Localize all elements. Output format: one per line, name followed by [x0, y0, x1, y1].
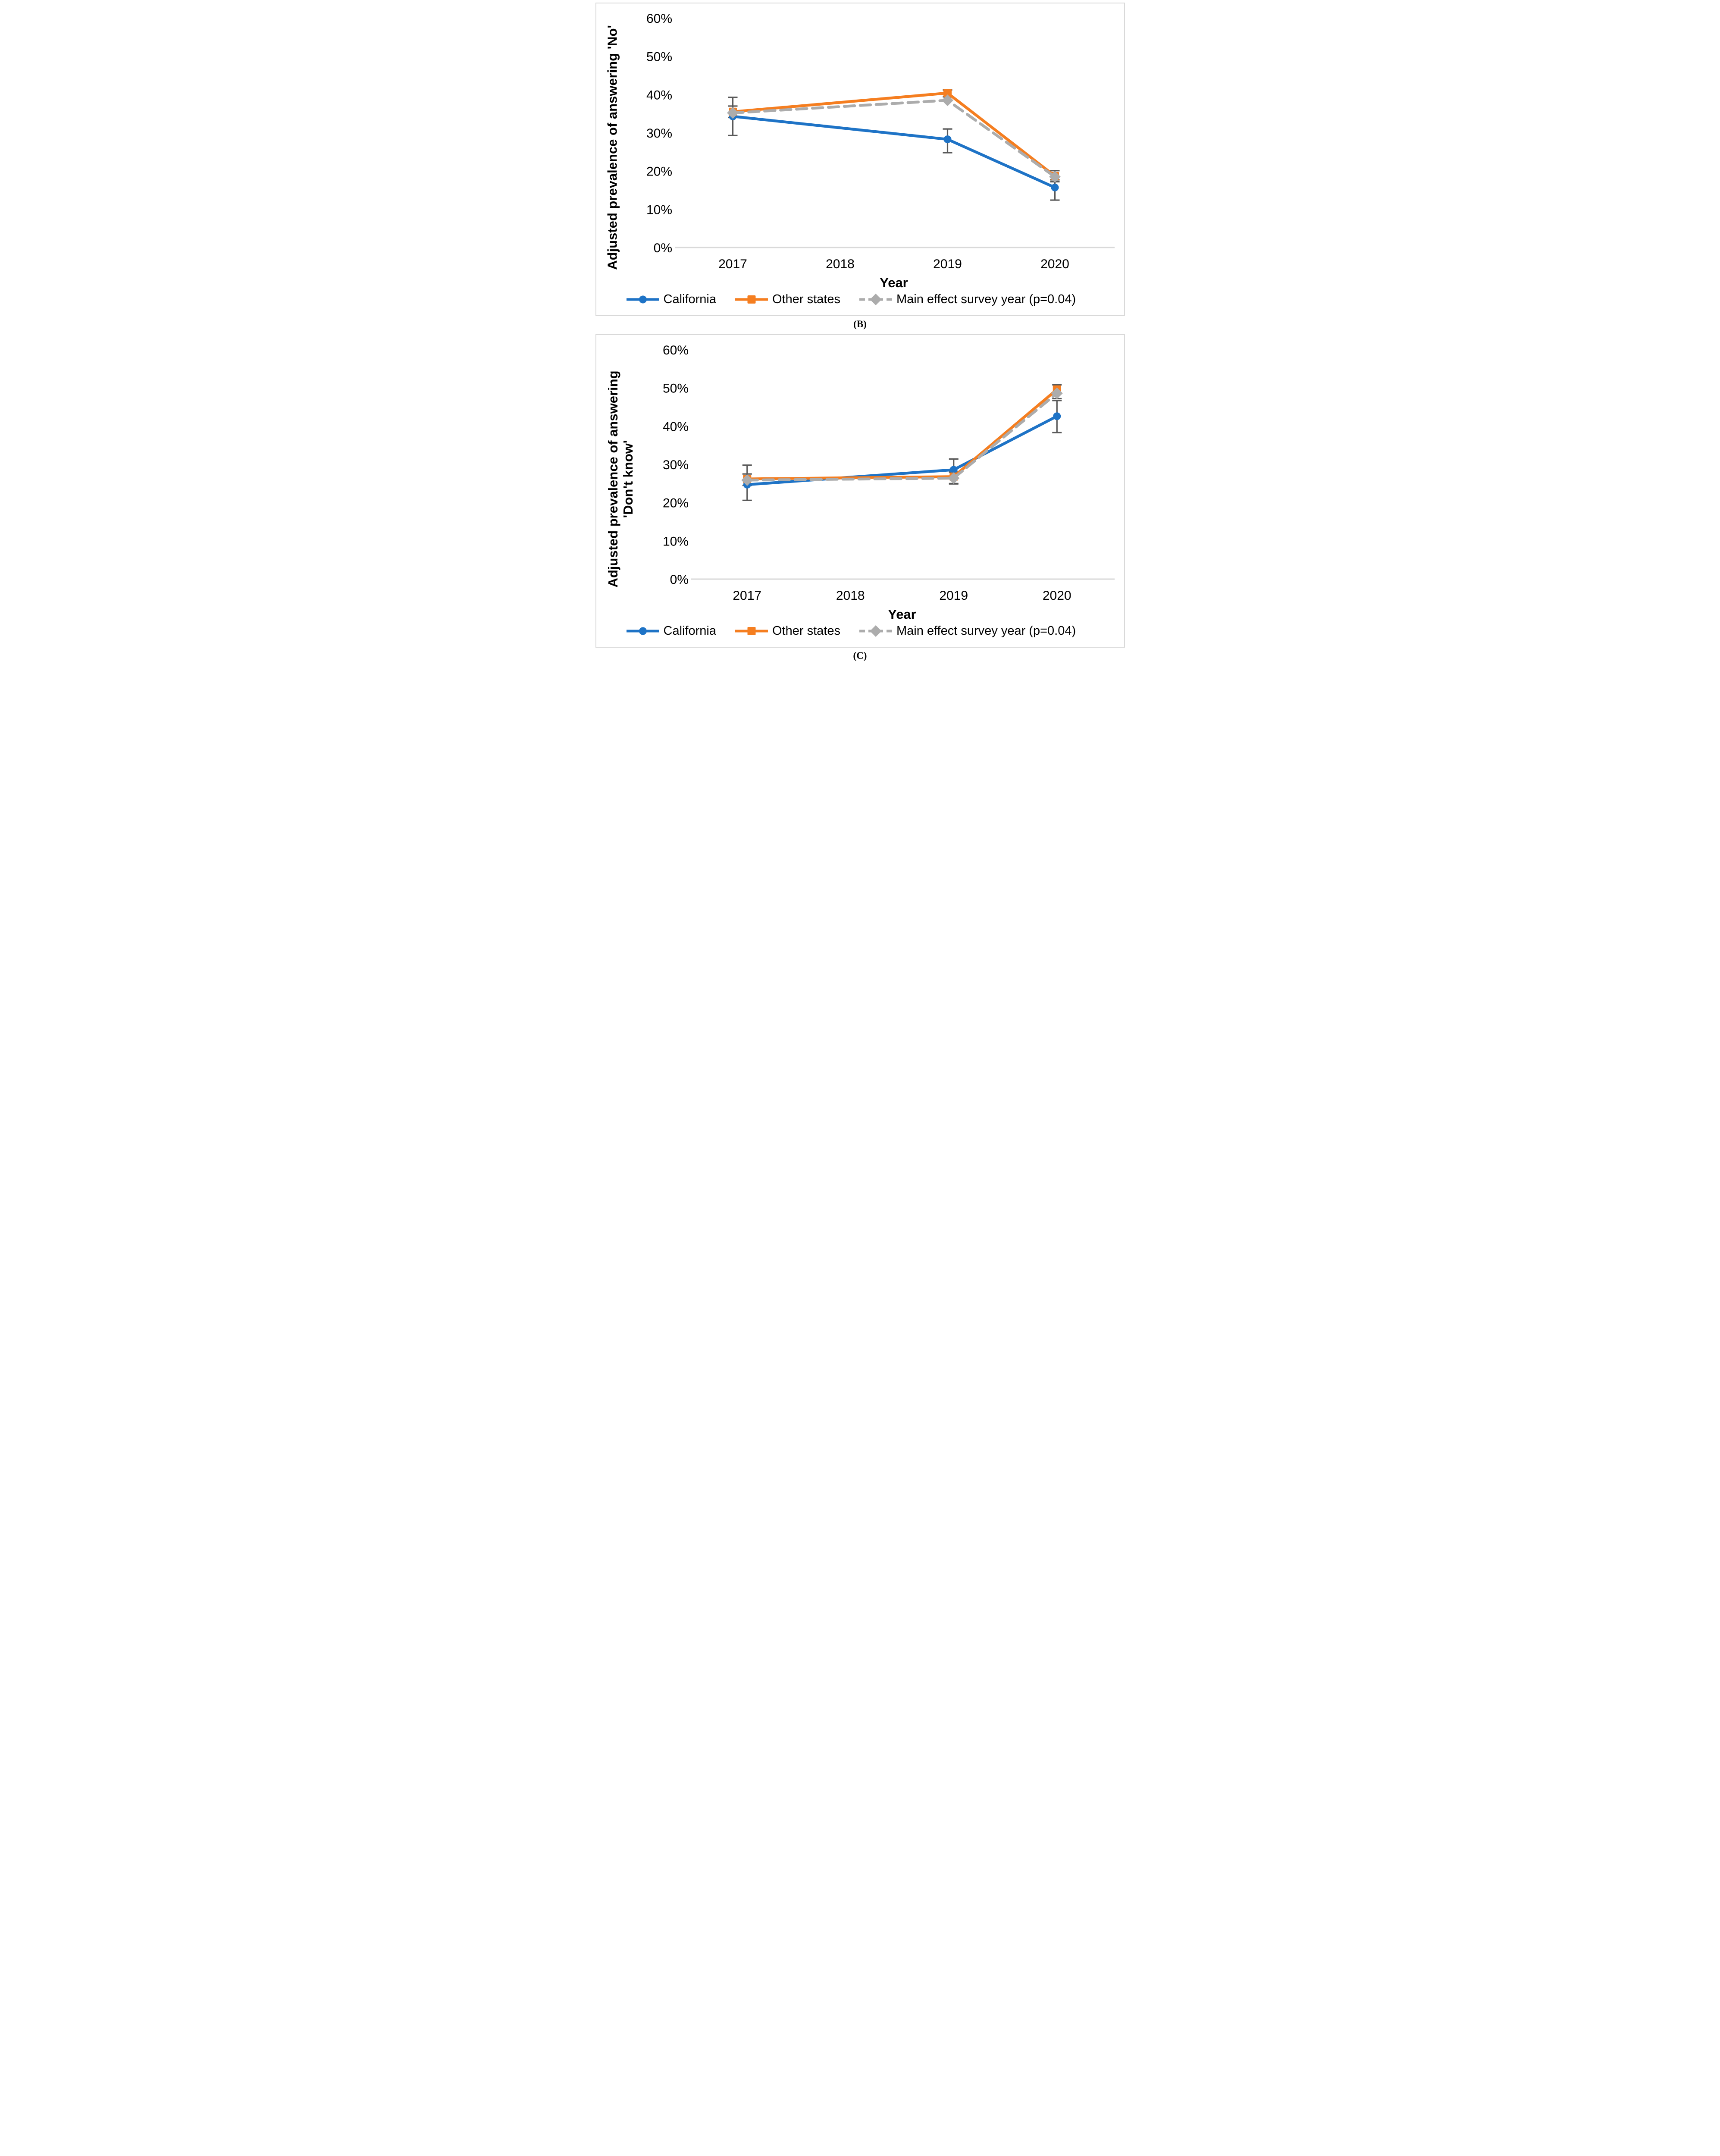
line-chart-b: 0% 10% 20% 30% 40% 50% 60% 2017 2018 2019 2020 Year — [646, 12, 1115, 288]
legend-swatch-other-states — [735, 627, 768, 635]
legend-marker-square — [747, 295, 756, 304]
data-point-marker — [741, 474, 753, 486]
y-axis-title-c: Adjusted prevalence of answering 'Don't … — [600, 338, 641, 620]
x-tick-label: 2018 — [836, 589, 865, 603]
x-tick-label: 2017 — [718, 257, 747, 271]
legend-label-california: California — [663, 292, 717, 306]
y-tick-label: 0% — [653, 241, 672, 255]
y-axis-title-text-c: Adjusted prevalence of answering 'Don't … — [605, 370, 635, 587]
legend-item-california: California — [626, 624, 717, 638]
legend-swatch-main-effect — [859, 625, 892, 637]
legend-item-main-effect: Main effect survey year (p=0.04) — [858, 292, 1076, 307]
y-tick-label: 40% — [662, 420, 688, 434]
data-point-marker — [949, 466, 958, 474]
x-tick-label: 2018 — [826, 257, 855, 271]
series-line-main — [746, 392, 1058, 482]
y-axis-title-line: Adjusted prevalence of answering — [605, 370, 620, 588]
data-point-marker — [943, 89, 952, 97]
legend-c: California Other states Main effect surv… — [626, 624, 1122, 638]
data-point-marker — [1051, 387, 1063, 399]
y-tick-label: 10% — [662, 534, 688, 548]
y-tick-label: 50% — [646, 50, 672, 64]
legend-label-other-states: Other states — [772, 292, 840, 306]
legend-item-california: California — [626, 292, 717, 307]
figure-page: Adjusted prevalence of answering 'No' 0%… — [593, 0, 1128, 661]
y-tick-label: 0% — [670, 573, 688, 587]
y-axis-title-text-b: Adjusted prevalence of answering 'No' — [605, 25, 620, 270]
legend-label-other-states: Other states — [772, 624, 840, 638]
chart-area-c: Adjusted prevalence of answering 'Don't … — [600, 338, 1122, 620]
series-line-california — [731, 115, 1056, 189]
y-tick-label: 30% — [662, 458, 688, 472]
y-axis-title-line: Adjusted prevalence of answering 'No' — [604, 25, 620, 270]
data-point-marker — [727, 107, 739, 119]
series-line-california — [746, 415, 1058, 486]
legend-marker-circle — [639, 627, 647, 635]
legend-marker-circle — [639, 295, 647, 304]
y-tick-label: 40% — [646, 88, 672, 102]
x-axis-title: Year — [888, 607, 916, 620]
x-tick-label: 2020 — [1042, 589, 1071, 603]
x-tick-label: 2019 — [933, 257, 962, 271]
panel-b: Adjusted prevalence of answering 'No' 0%… — [595, 3, 1125, 316]
legend-marker-diamond — [870, 625, 882, 637]
panel-c: Adjusted prevalence of answering 'Don't … — [595, 334, 1125, 648]
y-axis-title-b: Adjusted prevalence of answering 'No' — [600, 7, 625, 288]
x-axis-title: Year — [880, 275, 908, 288]
legend-label-main-effect: Main effect survey year (p=0.04) — [896, 624, 1076, 638]
y-tick-label: 30% — [646, 126, 672, 141]
x-tick-label: 2019 — [939, 589, 968, 603]
data-point-marker — [1051, 183, 1059, 191]
legend-swatch-other-states — [735, 295, 768, 304]
data-point-marker — [1053, 412, 1061, 420]
line-chart-c: 0% 10% 20% 30% 40% 50% 60% 2017 2018 2019 2020 Year — [662, 343, 1115, 620]
series-line-other — [746, 388, 1058, 480]
legend-label-california: California — [663, 624, 717, 638]
panel-caption-b: (B) — [853, 319, 867, 329]
y-tick-label: 60% — [646, 12, 672, 26]
legend-b: California Other states Main effect surv… — [626, 292, 1122, 307]
legend-label-main-effect: Main effect survey year (p=0.04) — [896, 292, 1076, 306]
y-tick-label: 50% — [662, 382, 688, 396]
data-point-marker — [947, 472, 959, 484]
data-point-marker — [941, 94, 953, 107]
x-tick-label: 2017 — [733, 589, 761, 603]
data-point-marker — [1049, 171, 1061, 183]
y-tick-label: 20% — [662, 496, 688, 511]
y-tick-label: 10% — [646, 203, 672, 217]
y-tick-label: 20% — [646, 165, 672, 179]
y-tick-label: 60% — [662, 343, 688, 357]
legend-swatch-california — [626, 627, 659, 635]
chart-area-b: Adjusted prevalence of answering 'No' 0%… — [600, 7, 1122, 288]
legend-swatch-main-effect — [859, 294, 892, 305]
y-axis-title-line: 'Don't know' — [620, 440, 636, 518]
legend-marker-diamond — [870, 294, 882, 305]
legend-item-other-states: Other states — [734, 624, 840, 638]
legend-swatch-california — [626, 295, 659, 304]
data-point-marker — [943, 135, 951, 144]
x-tick-label: 2020 — [1040, 257, 1069, 271]
legend-marker-square — [747, 627, 756, 635]
legend-item-other-states: Other states — [734, 292, 840, 307]
legend-item-main-effect: Main effect survey year (p=0.04) — [858, 624, 1076, 638]
panel-caption-c: (C) — [853, 650, 867, 661]
